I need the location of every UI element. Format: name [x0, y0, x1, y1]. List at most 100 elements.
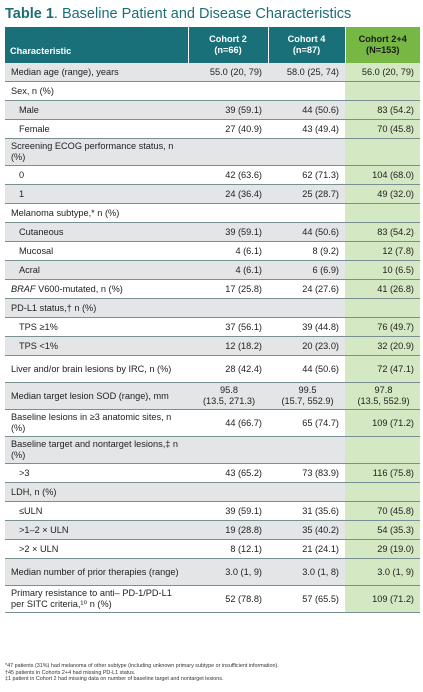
row-label-text: TPS ≥1% [19, 321, 58, 332]
row-label: Mucosal [5, 241, 188, 261]
row-label: Primary resistance to anti– PD-1/PD-L1 p… [5, 585, 188, 613]
cohort-4-value [268, 81, 345, 101]
cohort-4-value: 57 (65.5) [268, 585, 345, 613]
cohort-2-4-value [345, 482, 420, 502]
table-number: Table 1 [5, 6, 54, 22]
cohort-4-value [268, 436, 345, 464]
row-label-text: LDH, n (%) [11, 486, 57, 497]
cohort-2-value [188, 482, 268, 502]
row-label: 1 [5, 184, 188, 204]
cohort-4-value: 44 (50.6) [268, 355, 345, 383]
row-label: Sex, n (%) [5, 81, 188, 101]
cohort-4-value: 35 (40.2) [268, 520, 345, 540]
cohort-2-4-value: 49 (32.0) [345, 184, 420, 204]
header-cohort-4-name: Cohort 4 [287, 34, 326, 44]
row-label-text: Liver and/or brain lesions by IRC, n (%) [11, 363, 172, 374]
row-label-text: TPS <1% [19, 340, 59, 351]
row-label: Median number of prior therapies (range) [5, 558, 188, 586]
cohort-4-value: 3.0 (1, 8) [268, 558, 345, 586]
cohort-2-value: 27 (40.9) [188, 119, 268, 139]
cohort-4-value: 43 (49.4) [268, 119, 345, 139]
cohort-4-value: 73 (83.9) [268, 463, 345, 483]
row-label: TPS ≥1% [5, 317, 188, 337]
row-label: >3 [5, 463, 188, 483]
row-label: >2 × ULN [5, 539, 188, 559]
cohort-4-value [268, 482, 345, 502]
header-cohort-4-n: (n=87) [292, 45, 321, 55]
cohort-2-4-value [345, 81, 420, 101]
table-row: Screening ECOG performance status, n (%) [5, 138, 420, 166]
cohort-2-value: 39 (59.1) [188, 222, 268, 242]
cohort-4-value: 65 (74.7) [268, 409, 345, 437]
table-row: PD-L1 status,† n (%) [5, 298, 420, 318]
table-row: Baseline target and nontarget lesions,‡ … [5, 436, 420, 464]
cohort-2-value: 4 (6.1) [188, 241, 268, 261]
cohort-2-4-value [345, 203, 420, 223]
cohort-2-value: 17 (25.8) [188, 279, 268, 299]
row-label-text: Primary resistance to anti– PD-1/PD-L1 p… [11, 588, 172, 609]
cohort-2-4-value: 83 (54.2) [345, 100, 420, 120]
header-cohort-4: Cohort 4 (n=87) [268, 27, 346, 63]
cohort-2-value: 43 (65.2) [188, 463, 268, 483]
cohort-4-value: 62 (71.3) [268, 165, 345, 185]
row-label: Liver and/or brain lesions by IRC, n (%) [5, 355, 188, 383]
row-label-text: Median number of prior therapies (range) [11, 566, 179, 577]
row-label-text: >3 [19, 467, 30, 478]
cohort-2-4-value: 72 (47.1) [345, 355, 420, 383]
cohort-4-value [268, 138, 345, 166]
footnote: †45 patients in Cohorts 2+4 had missing … [5, 669, 136, 676]
cohort-2-4-value: 32 (20.9) [345, 336, 420, 356]
row-label: Female [5, 119, 188, 139]
row-label: Baseline lesions in ≥3 anatomic sites, n… [5, 409, 188, 437]
footnotes: *47 patients (31%) had melanoma of other… [5, 663, 420, 683]
row-label-text: Female [19, 123, 50, 134]
cohort-4-value: 6 (6.9) [268, 260, 345, 280]
cohort-2-value [188, 81, 268, 101]
row-label: Male [5, 100, 188, 120]
row-label: Acral [5, 260, 188, 280]
cohort-4-value: 25 (28.7) [268, 184, 345, 204]
table-row: Baseline lesions in ≥3 anatomic sites, n… [5, 409, 420, 437]
table-row: LDH, n (%) [5, 482, 420, 502]
cohort-2-4-value: 104 (68.0) [345, 165, 420, 185]
row-label-text: Acral [19, 264, 40, 275]
row-label-text: Screening ECOG performance status, n (%) [11, 141, 174, 162]
table-subrow: Acral 4 (6.1) 6 (6.9) 10 (6.5) [5, 260, 420, 280]
cohort-2-value: 42 (63.6) [188, 165, 268, 185]
row-label-italic: BRAF [11, 283, 36, 294]
table-row: Melanoma subtype,* n (%) [5, 203, 420, 223]
table-title: Table 1. Baseline Patient and Disease Ch… [5, 6, 423, 23]
row-label: Screening ECOG performance status, n (%) [5, 138, 188, 166]
row-label-text: ≤ULN [19, 505, 43, 516]
cohort-4-value: 20 (23.0) [268, 336, 345, 356]
row-label-text: Mucosal [19, 245, 54, 256]
table-subrow: >2 × ULN 8 (12.1) 21 (24.1) 29 (19.0) [5, 539, 420, 559]
cohort-2-4-value: 83 (54.2) [345, 222, 420, 242]
cohort-2-value: 24 (36.4) [188, 184, 268, 204]
cohort-4-value [268, 298, 345, 318]
row-label: Cutaneous [5, 222, 188, 242]
cohort-2-4-value: 97.8 (13.5, 552.9) [345, 382, 420, 410]
table-subrow: Cutaneous 39 (59.1) 44 (50.6) 83 (54.2) [5, 222, 420, 242]
row-label-text: Sex, n (%) [11, 85, 54, 96]
cohort-2-value: 44 (66.7) [188, 409, 268, 437]
baseline-characteristics-table: Characteristic Cohort 2 (n=66) Cohort 4 (n… [5, 27, 420, 613]
table-figure: { "title": { "number": "Table 1", "text"… [0, 6, 423, 692]
cohort-2-4-value: 56.0 (20, 79) [345, 63, 420, 82]
cohort-2-value: 4 (6.1) [188, 260, 268, 280]
row-label: Median age (range), years [5, 63, 188, 82]
table-subrow: TPS <1% 12 (18.2) 20 (23.0) 32 (20.9) [5, 336, 420, 356]
cohort-2-4-value [345, 138, 420, 166]
row-label-text: Male [19, 104, 39, 115]
table-title-text: . Baseline Patient and Disease Character… [53, 6, 352, 22]
header-cohort-2-n: (n=66) [214, 45, 242, 55]
cohort-2-4-value [345, 298, 420, 318]
cohort-4-value: 44 (50.6) [268, 100, 345, 120]
row-label-text: Cutaneous [19, 226, 64, 237]
footnote: ‡1 patient in Cohort 2 had missing data … [5, 676, 224, 683]
cohort-4-value: 99.5 (15.7, 552.9) [268, 382, 345, 410]
table-subrow: 1 24 (36.4) 25 (28.7) 49 (32.0) [5, 184, 420, 204]
cohort-2-value: 39 (59.1) [188, 501, 268, 521]
row-label: LDH, n (%) [5, 482, 188, 502]
row-label-text: V600-mutated, n (%) [35, 283, 123, 294]
